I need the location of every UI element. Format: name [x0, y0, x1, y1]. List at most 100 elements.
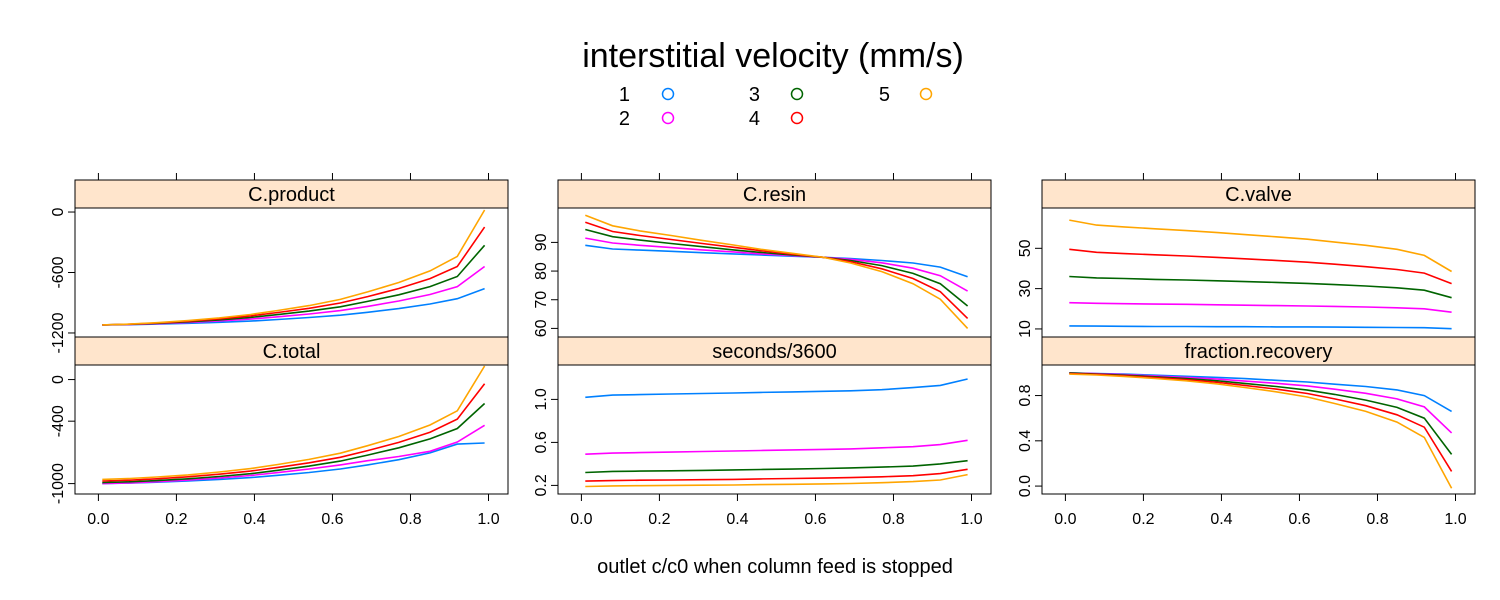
y-tick-label-c-resin-0: 60 — [533, 319, 550, 337]
legend: 12 34 5 — [619, 84, 933, 130]
y-tick-label-c-total-2: -1000 — [50, 463, 67, 504]
x-tick-label-seconds-3600-3: 0.6 — [804, 511, 826, 528]
series-line-c-total-3 — [102, 402, 486, 484]
y-tick-label-c-product-1: -600 — [50, 256, 67, 288]
legend-marker-1 — [661, 87, 675, 101]
y-tick-label-c-valve-0: 10 — [1017, 320, 1034, 338]
x-tick-label-seconds-3600-2: 0.4 — [726, 511, 748, 528]
y-tick-label-c-resin-1: 70 — [533, 291, 550, 309]
strip-label-c-total: C.total — [263, 341, 321, 363]
plot-frame-seconds-3600 — [557, 364, 992, 495]
strip-label-c-product: C.product — [248, 184, 335, 206]
x-tick-label-seconds-3600-0: 0.0 — [570, 511, 592, 528]
series-line-c-valve-2 — [1069, 301, 1452, 313]
y-tick-label-fraction-recovery-2: 0.8 — [1017, 384, 1034, 406]
series-line-c-resin-1 — [585, 244, 968, 278]
series-line-seconds-3600-5 — [585, 473, 968, 488]
plot-frame-c-total — [74, 364, 509, 495]
series-line-c-product-5 — [102, 209, 486, 326]
y-tick-label-c-total-0: 0 — [50, 375, 67, 384]
x-tick-label-fraction-recovery-5: 1.0 — [1444, 511, 1466, 528]
strip-label-c-valve: C.valve — [1225, 184, 1292, 206]
x-axis-label: outlet c/c0 when column feed is stopped — [597, 556, 953, 578]
panel-c-resin: C.resin 60 70 80 90 — [533, 173, 992, 338]
x-tick-label-fraction-recovery-1: 0.2 — [1132, 511, 1154, 528]
strip-seconds-3600 — [557, 336, 992, 366]
legend-marker-2 — [661, 111, 675, 125]
panel-seconds-3600: seconds/3600 0.2 0.6 1.0 0.0 0.2 0.4 0.6 0.8 1.0 — [533, 336, 992, 528]
panel-c-valve: C.valve 10 30 50 — [1017, 173, 1476, 338]
legend-marker-4 — [790, 111, 804, 125]
strip-c-total — [74, 336, 509, 366]
strip-c-resin — [557, 179, 992, 209]
y-tick-label-c-resin-3: 90 — [533, 233, 550, 251]
x-tick-label-c-total-5: 1.0 — [477, 511, 499, 528]
y-tick-label-c-total-1: -400 — [50, 405, 67, 437]
x-tick-label-c-total-3: 0.6 — [321, 511, 343, 528]
y-tick-label-c-product-2: -1200 — [50, 312, 67, 353]
series-line-c-product-2 — [102, 265, 486, 326]
series-line-c-product-3 — [102, 244, 486, 326]
series-line-c-valve-3 — [1069, 275, 1452, 299]
series-line-c-resin-5 — [585, 214, 969, 329]
strip-c-valve — [1041, 179, 1476, 209]
series-line-fraction-recovery-1 — [1069, 372, 1453, 413]
strip-c-product — [74, 179, 509, 209]
y-tick-label-seconds-3600-2: 1.0 — [533, 388, 550, 410]
plot-frame-c-valve — [1041, 207, 1476, 338]
plot-frame-fraction-recovery — [1041, 364, 1476, 495]
legend-marker-5 — [919, 87, 933, 101]
series-line-c-total-2 — [102, 424, 486, 485]
series-line-fraction-recovery-5 — [1069, 373, 1453, 489]
series-line-seconds-3600-4 — [585, 468, 968, 482]
panel-fraction-recovery: fraction.recovery 0.0 0.4 0.8 0.0 0.2 0.4 0.6 0.… — [1017, 336, 1476, 528]
series-line-c-resin-4 — [585, 221, 969, 319]
strip-label-seconds-3600: seconds/3600 — [712, 341, 837, 363]
strip-fraction-recovery — [1041, 336, 1476, 366]
series-line-seconds-3600-1 — [585, 378, 968, 399]
chart-title: interstitial velocity (mm/s) — [582, 37, 964, 75]
panels: C.product 0 -600 -1200 C.resin 60 70 80 90 C.valv… — [50, 173, 1476, 528]
y-tick-label-seconds-3600-1: 0.6 — [533, 431, 550, 453]
series-line-c-valve-4 — [1069, 248, 1452, 285]
x-tick-label-fraction-recovery-0: 0.0 — [1054, 511, 1076, 528]
series-line-c-resin-2 — [585, 237, 968, 292]
x-tick-label-fraction-recovery-2: 0.4 — [1210, 511, 1232, 528]
y-tick-label-seconds-3600-0: 0.2 — [533, 474, 550, 496]
x-tick-label-fraction-recovery-3: 0.6 — [1288, 511, 1310, 528]
y-tick-label-c-valve-2: 50 — [1017, 239, 1034, 257]
legend-label-1: 1 — [619, 84, 630, 106]
x-tick-label-c-total-0: 0.0 — [87, 511, 109, 528]
series-line-c-resin-3 — [585, 228, 969, 307]
legend-marker-3 — [790, 87, 804, 101]
x-tick-label-seconds-3600-5: 1.0 — [960, 511, 982, 528]
y-tick-label-c-product-0: 0 — [50, 207, 67, 216]
series-line-c-product-1 — [102, 287, 485, 326]
x-tick-label-c-total-4: 0.8 — [399, 511, 421, 528]
y-tick-label-fraction-recovery-0: 0.0 — [1017, 475, 1034, 497]
y-tick-label-c-resin-2: 80 — [533, 262, 550, 280]
panel-c-total: C.total 0 -400 -1000 0.0 0.2 0.4 0.6 0.8 1.0 — [50, 336, 509, 528]
y-tick-label-fraction-recovery-1: 0.4 — [1017, 430, 1034, 452]
x-tick-label-c-total-1: 0.2 — [165, 511, 187, 528]
strip-label-fraction-recovery: fraction.recovery — [1185, 341, 1333, 363]
series-line-fraction-recovery-2 — [1069, 372, 1453, 434]
y-tick-label-c-valve-1: 30 — [1017, 280, 1034, 298]
series-line-seconds-3600-3 — [585, 459, 968, 474]
legend-label-2: 2 — [619, 108, 630, 130]
x-tick-label-seconds-3600-1: 0.2 — [648, 511, 670, 528]
series-line-c-total-5 — [102, 365, 486, 481]
x-tick-label-c-total-2: 0.4 — [243, 511, 265, 528]
series-line-c-product-4 — [102, 226, 486, 326]
x-tick-label-fraction-recovery-4: 0.8 — [1366, 511, 1388, 528]
panel-c-product: C.product 0 -600 -1200 — [50, 173, 509, 353]
strip-label-c-resin: C.resin — [743, 184, 806, 206]
series-line-seconds-3600-2 — [585, 439, 968, 455]
legend-label-3: 3 — [749, 84, 760, 106]
series-line-c-total-4 — [102, 383, 486, 482]
series-line-c-valve-1 — [1069, 325, 1452, 330]
series-line-c-valve-5 — [1069, 219, 1453, 273]
legend-label-4: 4 — [749, 108, 760, 130]
x-tick-label-seconds-3600-4: 0.8 — [882, 511, 904, 528]
